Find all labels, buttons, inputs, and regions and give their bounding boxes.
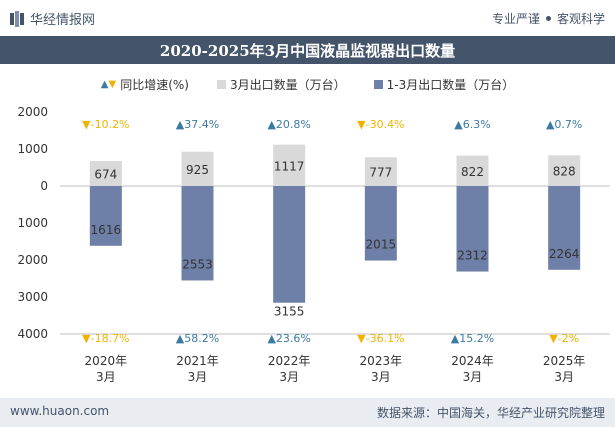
ytd-growth-label: ▼-2%	[549, 332, 579, 345]
legend-ytd: 1-3月出口数量（万台）	[373, 76, 515, 93]
march-growth-label: ▲6.3%	[454, 118, 490, 131]
y-tick-label: 3000	[17, 290, 48, 304]
ytd-value-label: 2264	[549, 247, 580, 261]
x-tick-label-month: 3月	[554, 370, 574, 384]
ytd-growth-label: ▲58.2%	[176, 332, 219, 345]
march-growth-label: ▲37.4%	[176, 118, 219, 131]
march-growth-label: ▼-30.4%	[357, 118, 404, 131]
triangle-down-icon: ▼	[108, 78, 117, 90]
footer: www.huaon.com 数据来源：中国海关，华经产业研究院整理	[0, 398, 615, 427]
top-bar: 华经情报网 专业严谨 客观科学	[0, 0, 615, 36]
march-value-label: 925	[186, 163, 209, 177]
footer-source: 数据来源：中国海关，华经产业研究院整理	[376, 406, 605, 420]
march-growth-label: ▲0.7%	[546, 118, 582, 131]
x-tick-label-year: 2022年	[268, 354, 311, 368]
march-value-label: 674	[94, 168, 117, 182]
ytd-value-label: 2553	[182, 257, 213, 271]
march-bar	[548, 155, 581, 186]
x-tick-label-year: 2023年	[360, 354, 403, 368]
march-growth-label: ▼-10.2%	[82, 118, 129, 131]
y-tick-label: 2000	[17, 105, 48, 119]
ytd-value-label: 2015	[366, 238, 397, 252]
ytd-value-label: 1616	[91, 223, 122, 237]
legend-ytd-swatch	[373, 79, 383, 89]
ytd-growth-label: ▼-18.7%	[82, 332, 129, 345]
march-value-label: 1117	[274, 159, 305, 173]
dot-separator-icon	[545, 16, 551, 21]
x-tick-label-month: 3月	[96, 370, 116, 384]
title-bar: 2020-2025年3月中国液晶监视器出口数量	[0, 36, 615, 64]
x-tick-label-month: 3月	[279, 370, 299, 384]
x-tick-label-year: 2025年	[543, 354, 586, 368]
legend: ▲ ▼ 同比增速(%) 3月出口数量（万台） 1-3月出口数量（万台）	[0, 74, 615, 94]
chart-title: 2020-2025年3月中国液晶监视器出口数量	[159, 41, 456, 60]
tagline: 专业严谨 客观科学	[492, 10, 605, 27]
tagline-right: 客观科学	[556, 12, 605, 26]
x-tick-label-year: 2024年	[451, 354, 494, 368]
march-bar	[273, 144, 306, 186]
y-tick-label: 1000	[17, 142, 48, 156]
y-tick-label: 4000	[17, 327, 48, 341]
tagline-left: 专业严谨	[491, 12, 540, 26]
march-value-label: 777	[369, 166, 392, 180]
x-tick-label-month: 3月	[371, 370, 391, 384]
y-tick-label: 0	[40, 179, 48, 193]
legend-march-label: 3月出口数量（万台）	[229, 77, 346, 92]
x-tick-label-year: 2020年	[85, 354, 128, 368]
triangle-up-icon: ▲	[100, 78, 109, 90]
ytd-growth-label: ▲23.6%	[267, 332, 310, 345]
bar-chart: 2000 1000 0 1000 2000 3000 4000 674 1616 ▼-10.2% ▼…	[17, 105, 610, 384]
march-bar	[456, 155, 489, 186]
ytd-growth-label: ▲15.2%	[451, 332, 494, 345]
ytd-bar	[456, 186, 489, 272]
legend-growth: ▲ ▼ 同比增速(%)	[101, 76, 189, 93]
ytd-bar	[273, 186, 306, 303]
legend-growth-label: 同比增速(%)	[120, 77, 189, 92]
ytd-value-label: 2312	[457, 249, 488, 263]
legend-march: 3月出口数量（万台）	[216, 76, 346, 93]
march-growth-label: ▲20.8%	[267, 118, 310, 131]
ytd-growth-label: ▼-36.1%	[357, 332, 404, 345]
legend-ytd-label: 1-3月出口数量（万台）	[386, 77, 515, 92]
march-bar	[89, 161, 122, 186]
ytd-bar	[89, 186, 122, 246]
x-tick-label-month: 3月	[188, 370, 208, 384]
march-value-label: 828	[553, 165, 576, 179]
ytd-bar	[548, 186, 581, 270]
x-tick-label-year: 2021年	[176, 354, 219, 368]
brand-name: 华经情报网	[30, 13, 96, 28]
x-tick-label-month: 3月	[463, 370, 483, 384]
legend-march-swatch	[216, 79, 226, 89]
march-value-label: 822	[461, 165, 484, 179]
y-tick-label: 2000	[17, 253, 48, 267]
brand-logo-icon	[10, 10, 24, 27]
march-bar	[181, 151, 214, 186]
brand: 华经情报网	[10, 9, 95, 28]
ytd-bar	[364, 186, 397, 261]
y-tick-label: 1000	[17, 216, 48, 230]
ytd-value-label: 3155	[274, 305, 305, 319]
march-bar	[364, 157, 397, 186]
ytd-bar	[181, 186, 214, 281]
footer-site: www.huaon.com	[10, 404, 110, 418]
